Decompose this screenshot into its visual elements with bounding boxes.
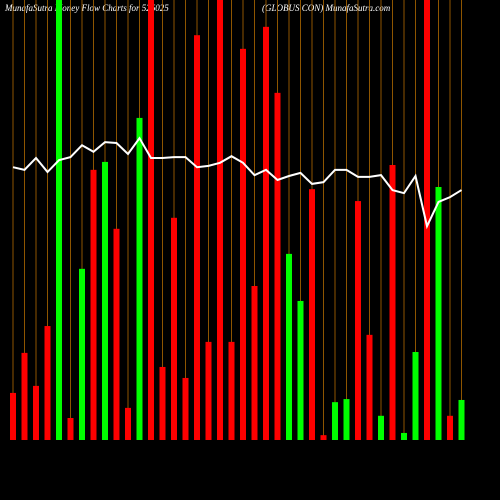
bar [412,352,419,440]
bar [332,402,338,440]
money-flow-line [12,136,463,230]
bar [90,169,97,440]
bar [217,0,223,440]
bar [355,201,361,440]
bar [286,253,292,440]
bar [79,268,85,440]
bar [320,435,327,440]
bar [67,418,74,440]
chart-subtitle: (GLOBUS CON) MunafaSutra.com [262,3,391,13]
bar [228,341,235,440]
bar [297,300,304,440]
bar [194,35,200,440]
bar [274,92,281,440]
bar [148,0,154,440]
bar [102,161,108,441]
bar [44,326,51,440]
bar [10,392,16,440]
chart-title: MunafaSutra Money Flow Charts for 526025 [4,3,169,13]
bar [401,432,407,440]
bar [205,341,212,440]
bar [389,165,396,440]
bar [159,366,166,440]
bar [240,48,246,441]
bar [343,399,350,440]
bar [263,26,269,441]
bar [309,189,315,440]
bar [435,187,442,440]
bar [378,415,384,440]
bar [33,385,39,440]
bar [366,334,373,440]
bar [447,415,453,440]
bar [125,407,131,440]
bar [182,377,189,440]
bar [424,0,430,440]
bar [113,228,120,440]
bar [251,286,258,440]
bar [136,117,143,441]
bar [56,0,62,440]
bar [458,399,465,440]
bar [21,352,28,440]
bar [171,217,177,440]
